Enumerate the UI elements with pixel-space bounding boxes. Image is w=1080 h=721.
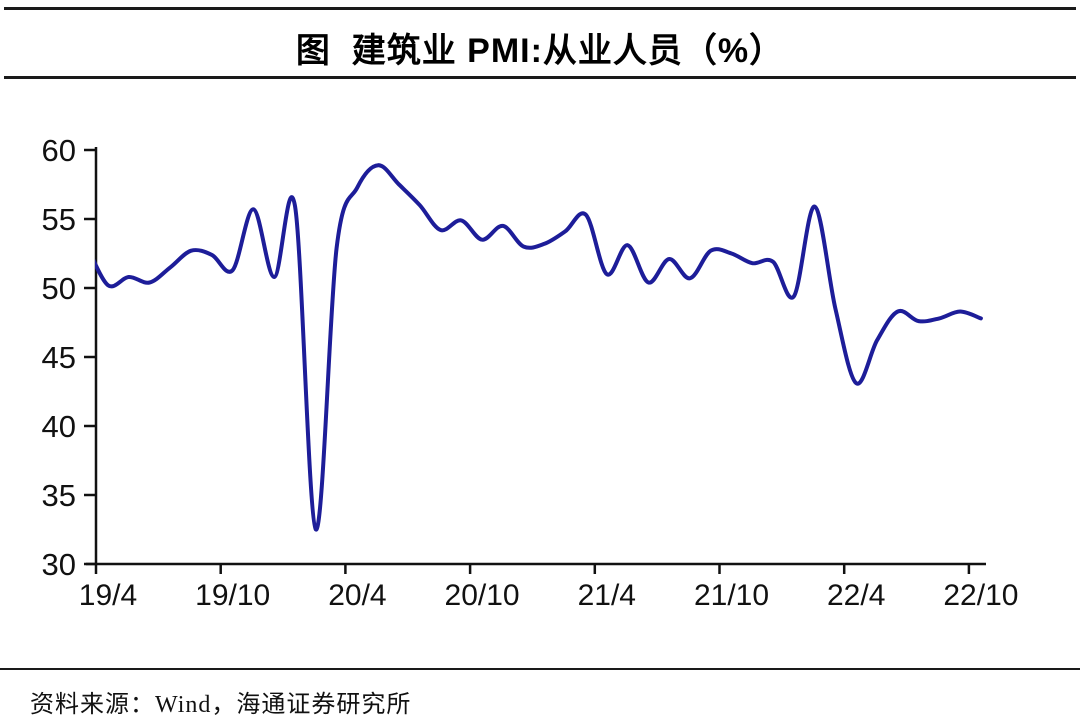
source-text: 资料来源：Wind，海通证券研究所 [30,692,412,718]
pmi-employment-line [95,163,983,532]
y-tick-label: 30 [42,547,76,582]
footer-rule [0,668,1080,670]
x-tick-label: 20/4 [328,579,386,612]
y-tick-label: 60 [42,133,76,168]
header-rule [4,76,1076,79]
y-tick-label: 45 [42,340,76,375]
x-tick-label: 21/4 [578,579,636,612]
x-tick-label: 22/4 [827,579,885,612]
y-tick-label: 50 [42,271,76,306]
y-tick-label: 40 [42,409,76,444]
y-tick-label: 55 [42,202,76,237]
x-tick-label: 20/10 [445,579,520,612]
x-tick-label: 19/10 [195,579,270,612]
x-tick-label: 22/10 [943,579,1018,612]
y-tick-label: 35 [42,478,76,513]
x-tick-label: 21/10 [694,579,769,612]
x-tick-label: 19/4 [79,579,137,612]
page-title: 图 建筑业 PMI:从业人员（%） [295,32,785,70]
top-rule [4,7,1076,10]
